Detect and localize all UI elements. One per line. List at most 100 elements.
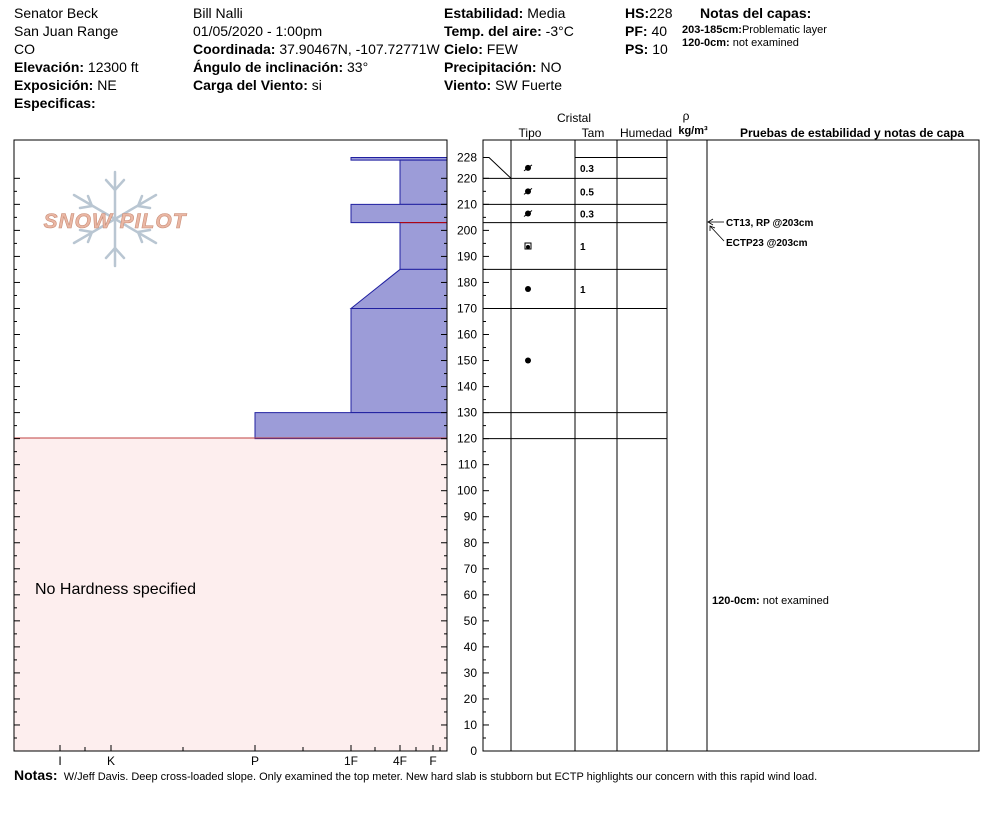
depth-label-228: 228 — [457, 151, 477, 165]
hardness-layer-5 — [350, 307, 448, 414]
elevation-value: 12300 ft — [87, 59, 139, 75]
layer-note-1: 203-185cm:Problematic layer — [682, 24, 827, 36]
state-name: CO — [14, 41, 35, 57]
hardness-label-F: F — [429, 754, 436, 768]
no-hardness-text: No Hardness specified — [35, 581, 196, 598]
pf-value: 40 — [651, 23, 668, 39]
hardness-label-1F: 1F — [344, 754, 358, 768]
airtemp-value: -3°C — [545, 23, 574, 39]
grain-layer-2: 0.3 — [523, 209, 594, 220]
slope-row: Ángulo de inclinación: 33° — [193, 59, 369, 75]
depth-label-170: 170 — [457, 301, 477, 315]
col-humedad: Humedad — [620, 126, 672, 140]
grain-layers: 0.3 0.5 0.3 1 1 — [523, 164, 594, 364]
col-rho: ρ — [683, 109, 690, 123]
depth-label-130: 130 — [457, 406, 477, 420]
range-name: San Juan Range — [14, 23, 119, 39]
depth-label-30: 30 — [464, 666, 478, 680]
layer-table-frame — [482, 139, 980, 752]
in-chart-layer-note: 120-0cm: not examined — [712, 595, 829, 607]
depth-label-110: 110 — [458, 458, 477, 472]
not-examined-area — [14, 438, 447, 751]
aspect-row: Exposición: NE — [14, 77, 117, 93]
depth-ticks-right — [483, 177, 489, 752]
col-density-unit: kg/m³ — [678, 125, 708, 137]
depth-label-150: 150 — [457, 354, 477, 368]
depth-label-20: 20 — [464, 692, 478, 706]
header-column-3: Estabilidad: Media Temp. del aire: -3°C … — [444, 4, 574, 94]
depth-label-210: 210 — [457, 197, 477, 211]
depth-label-90: 90 — [464, 510, 478, 524]
hardness-label-4F: 4F — [393, 754, 407, 768]
grain-size-0: 0.3 — [580, 164, 594, 175]
depth-label-190: 190 — [457, 249, 477, 263]
col-tam: Tam — [582, 126, 605, 140]
airtemp-row: Temp. del aire: -3°C — [444, 23, 574, 39]
depth-label-80: 80 — [464, 536, 478, 550]
sky-value: FEW — [486, 41, 518, 57]
grain-size-4: 1 — [580, 285, 586, 296]
snowpilot-logo: SNOW PILOT — [43, 170, 188, 268]
layer-boundaries — [483, 157, 667, 440]
depth-label-60: 60 — [464, 588, 478, 602]
depth-label-10: 10 — [464, 718, 478, 732]
wind-value: SW Fuerte — [495, 77, 562, 93]
depth-ticks-left — [14, 177, 447, 752]
precip-row: Precipitación: NO — [444, 59, 562, 75]
stability-row: Estabilidad: Media — [444, 5, 566, 21]
grain-symbol-rounded — [525, 357, 531, 364]
grain-layer-3: 1 — [524, 242, 586, 253]
grain-symbol-slash — [523, 164, 533, 172]
depth-axis-labels: 0 10 20 30 40 50 60 70 80 90 100 110 120 130 140 150 160… — [457, 151, 477, 759]
depth-label-160: 160 — [457, 328, 477, 342]
windload-value: si — [311, 77, 322, 93]
stability-test-1: CT13, RP @203cm — [726, 218, 813, 229]
pf-row: PF: 40 — [625, 23, 668, 39]
grain-size-2: 0.3 — [580, 209, 594, 220]
notes-text: W/Jeff Davis. Deep cross-loaded slope. O… — [63, 771, 818, 783]
col-tipo: Tipo — [519, 126, 542, 140]
col-cristal: Cristal — [557, 111, 591, 125]
coordinate-row: Coordinada: 37.90467N, -107.72771W — [193, 41, 440, 57]
observation-datetime: 01/05/2020 - 1:00pm — [193, 23, 323, 39]
depth-label-40: 40 — [464, 640, 478, 654]
col-tests: Pruebas de estabilidad y notas de capa — [740, 126, 964, 140]
aspect-value: NE — [97, 77, 117, 93]
logo-text: SNOW PILOT — [44, 210, 188, 233]
grain-symbol-slash — [523, 210, 533, 217]
depth-label-140: 140 — [457, 380, 477, 394]
precip-value: NO — [540, 59, 562, 75]
grain-layer-0: 0.3 — [523, 164, 594, 175]
depth-label-70: 70 — [464, 562, 478, 576]
layer-link-228 — [483, 157, 512, 179]
grain-layer-5 — [525, 357, 531, 364]
stability-test-2: ECTP23 @203cm — [726, 238, 808, 249]
header-column-1: Senator Beck San Juan Range CO Elevación… — [14, 4, 139, 112]
hardness-layer-4 — [349, 268, 448, 309]
hardness-label-K: K — [107, 754, 115, 768]
hardness-layer-3 — [399, 222, 448, 270]
stability-value: Media — [527, 5, 566, 21]
depth-label-100: 100 — [457, 484, 477, 498]
slope-value: 33° — [347, 59, 369, 75]
hardness-profile — [254, 157, 448, 440]
grain-layer-1: 0.5 — [523, 187, 594, 198]
specifics-row: Especificas: — [14, 95, 96, 111]
header-column-2: Bill Nalli 01/05/2020 - 1:00pm Coordinad… — [193, 4, 440, 94]
sky-row: Cielo: FEW — [444, 41, 518, 57]
depth-label-0: 0 — [470, 744, 477, 758]
depth-label-200: 200 — [457, 223, 477, 237]
grain-symbol-dot — [526, 245, 530, 250]
hardness-label-I: I — [58, 754, 61, 768]
notes-row: Notas: W/Jeff Davis. Deep cross-loaded s… — [14, 767, 818, 783]
grain-size-1: 0.5 — [580, 187, 594, 198]
hardness-layer-2 — [350, 203, 448, 224]
ps-value: 10 — [652, 41, 668, 57]
hardness-layer-1 — [399, 159, 448, 205]
observer-name: Bill Nalli — [193, 5, 243, 21]
hardness-panel-frame — [13, 139, 448, 752]
snowflake-icon — [72, 170, 158, 268]
windload-row: Carga del Viento: si — [193, 77, 322, 93]
depth-label-220: 220 — [457, 171, 477, 185]
hardness-axis: I K P 1F 4F F — [58, 745, 441, 768]
